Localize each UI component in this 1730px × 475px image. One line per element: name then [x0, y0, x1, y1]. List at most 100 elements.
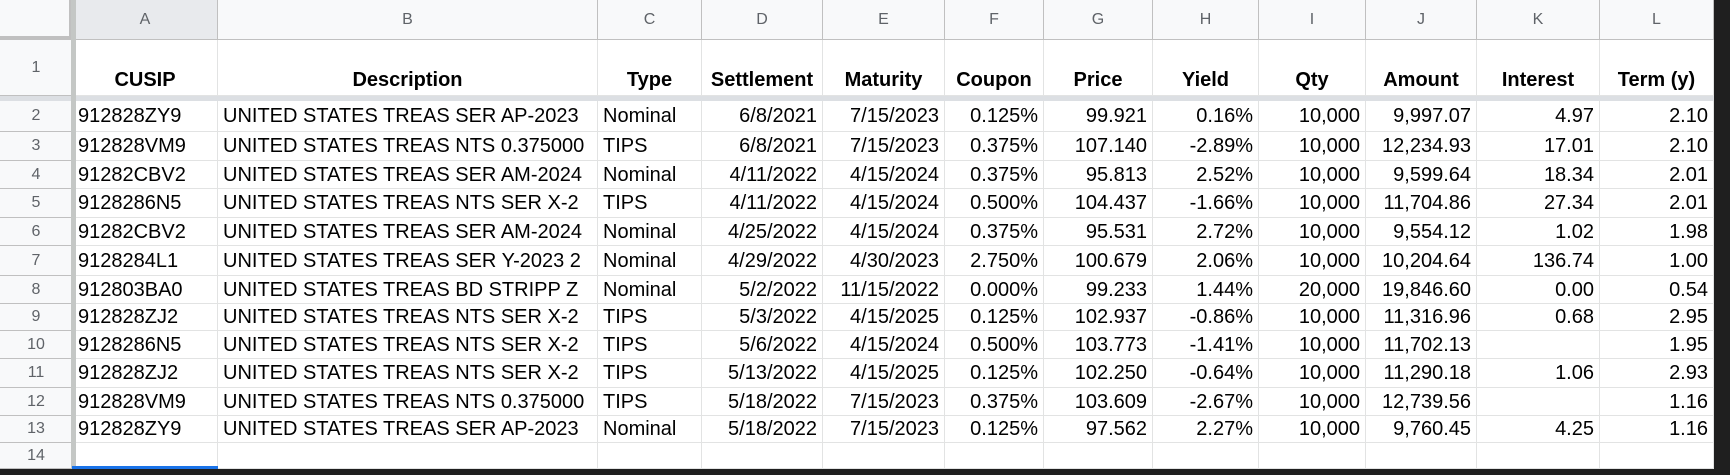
- data-cell[interactable]: 912828ZY9: [73, 101, 218, 132]
- data-cell[interactable]: 5/6/2022: [702, 331, 823, 359]
- data-cell[interactable]: 7/15/2023: [823, 388, 945, 416]
- column-header-a[interactable]: A: [73, 0, 218, 40]
- data-cell[interactable]: 0.500%: [945, 331, 1044, 359]
- data-cell[interactable]: 102.937: [1044, 304, 1153, 331]
- data-cell[interactable]: 20,000: [1259, 276, 1366, 304]
- row-header-10[interactable]: 10: [0, 331, 73, 359]
- data-cell[interactable]: 11,290.18: [1366, 359, 1477, 388]
- data-cell[interactable]: 2.72%: [1153, 218, 1259, 246]
- data-cell[interactable]: UNITED STATES TREAS SER AM-2024: [218, 218, 598, 246]
- row-header-1[interactable]: 1: [0, 40, 73, 96]
- data-cell[interactable]: 10,204.64: [1366, 246, 1477, 276]
- data-cell[interactable]: 10,000: [1259, 161, 1366, 189]
- empty-cell[interactable]: [1477, 443, 1600, 469]
- header-cell[interactable]: Amount: [1366, 40, 1477, 96]
- data-cell[interactable]: 10,000: [1259, 304, 1366, 331]
- data-cell[interactable]: 6/8/2021: [702, 101, 823, 132]
- data-cell[interactable]: 0.375%: [945, 161, 1044, 189]
- data-cell[interactable]: UNITED STATES TREAS SER AP-2023: [218, 416, 598, 443]
- data-cell[interactable]: 10,000: [1259, 416, 1366, 443]
- column-header-c[interactable]: C: [598, 0, 702, 40]
- data-cell[interactable]: TIPS: [598, 304, 702, 331]
- row-header-4[interactable]: 4: [0, 161, 73, 189]
- data-cell[interactable]: 5/3/2022: [702, 304, 823, 331]
- data-cell[interactable]: 7/15/2023: [823, 132, 945, 161]
- empty-cell[interactable]: [1259, 443, 1366, 469]
- data-cell[interactable]: 4/25/2022: [702, 218, 823, 246]
- row-header-11[interactable]: 11: [0, 359, 73, 388]
- data-cell[interactable]: -0.64%: [1153, 359, 1259, 388]
- data-cell[interactable]: UNITED STATES TREAS NTS SER X-2: [218, 331, 598, 359]
- data-cell[interactable]: 107.140: [1044, 132, 1153, 161]
- data-cell[interactable]: 4/11/2022: [702, 161, 823, 189]
- data-cell[interactable]: 0.16%: [1153, 101, 1259, 132]
- column-header-d[interactable]: D: [702, 0, 823, 40]
- data-cell[interactable]: 0.375%: [945, 132, 1044, 161]
- header-cell[interactable]: Interest: [1477, 40, 1600, 96]
- data-cell[interactable]: -2.89%: [1153, 132, 1259, 161]
- data-cell[interactable]: 2.01: [1600, 161, 1714, 189]
- data-cell[interactable]: 10,000: [1259, 132, 1366, 161]
- data-cell[interactable]: 912828VM9: [73, 132, 218, 161]
- frozen-column-divider[interactable]: [71, 0, 76, 475]
- header-cell[interactable]: Settlement: [702, 40, 823, 96]
- data-cell[interactable]: 91282CBV2: [73, 218, 218, 246]
- data-cell[interactable]: 912828VM9: [73, 388, 218, 416]
- data-cell[interactable]: TIPS: [598, 359, 702, 388]
- column-header-j[interactable]: J: [1366, 0, 1477, 40]
- data-cell[interactable]: 1.16: [1600, 388, 1714, 416]
- select-all-corner[interactable]: [0, 0, 73, 40]
- data-cell[interactable]: 102.250: [1044, 359, 1153, 388]
- empty-cell[interactable]: [1600, 443, 1714, 469]
- row-header-14[interactable]: 14: [0, 443, 73, 469]
- header-cell[interactable]: Maturity: [823, 40, 945, 96]
- column-header-l[interactable]: L: [1600, 0, 1714, 40]
- data-cell[interactable]: 4/30/2023: [823, 246, 945, 276]
- empty-cell[interactable]: [1044, 443, 1153, 469]
- data-cell[interactable]: 9,760.45: [1366, 416, 1477, 443]
- data-cell[interactable]: 4/29/2022: [702, 246, 823, 276]
- data-cell[interactable]: [1477, 388, 1600, 416]
- data-cell[interactable]: 12,234.93: [1366, 132, 1477, 161]
- empty-cell[interactable]: [702, 443, 823, 469]
- data-cell[interactable]: 1.98: [1600, 218, 1714, 246]
- data-cell[interactable]: 2.01: [1600, 189, 1714, 218]
- data-cell[interactable]: 4/15/2024: [823, 331, 945, 359]
- data-cell[interactable]: 0.500%: [945, 189, 1044, 218]
- data-cell[interactable]: -0.86%: [1153, 304, 1259, 331]
- header-cell[interactable]: Type: [598, 40, 702, 96]
- data-cell[interactable]: 1.02: [1477, 218, 1600, 246]
- data-cell[interactable]: 4.97: [1477, 101, 1600, 132]
- data-cell[interactable]: 100.679: [1044, 246, 1153, 276]
- data-cell[interactable]: 10,000: [1259, 218, 1366, 246]
- data-cell[interactable]: 0.375%: [945, 218, 1044, 246]
- data-cell[interactable]: UNITED STATES TREAS SER AP-2023: [218, 101, 598, 132]
- data-cell[interactable]: 91282CBV2: [73, 161, 218, 189]
- data-cell[interactable]: UNITED STATES TREAS SER AM-2024: [218, 161, 598, 189]
- row-header-3[interactable]: 3: [0, 132, 73, 161]
- data-cell[interactable]: 4/15/2025: [823, 304, 945, 331]
- data-cell[interactable]: 99.921: [1044, 101, 1153, 132]
- data-cell[interactable]: 1.16: [1600, 416, 1714, 443]
- data-cell[interactable]: 10,000: [1259, 331, 1366, 359]
- data-cell[interactable]: Nominal: [598, 218, 702, 246]
- data-cell[interactable]: 0.125%: [945, 359, 1044, 388]
- data-cell[interactable]: 10,000: [1259, 359, 1366, 388]
- header-cell[interactable]: Description: [218, 40, 598, 96]
- data-cell[interactable]: 103.773: [1044, 331, 1153, 359]
- data-cell[interactable]: 4/15/2025: [823, 359, 945, 388]
- row-header-7[interactable]: 7: [0, 246, 73, 276]
- data-cell[interactable]: 10,000: [1259, 189, 1366, 218]
- row-header-6[interactable]: 6: [0, 218, 73, 246]
- data-cell[interactable]: 9,599.64: [1366, 161, 1477, 189]
- header-cell[interactable]: CUSIP: [73, 40, 218, 96]
- data-cell[interactable]: Nominal: [598, 161, 702, 189]
- header-cell[interactable]: Qty: [1259, 40, 1366, 96]
- data-cell[interactable]: 1.95: [1600, 331, 1714, 359]
- column-header-i[interactable]: I: [1259, 0, 1366, 40]
- data-cell[interactable]: TIPS: [598, 388, 702, 416]
- data-cell[interactable]: 1.06: [1477, 359, 1600, 388]
- data-cell[interactable]: TIPS: [598, 189, 702, 218]
- data-cell[interactable]: 95.813: [1044, 161, 1153, 189]
- data-cell[interactable]: Nominal: [598, 416, 702, 443]
